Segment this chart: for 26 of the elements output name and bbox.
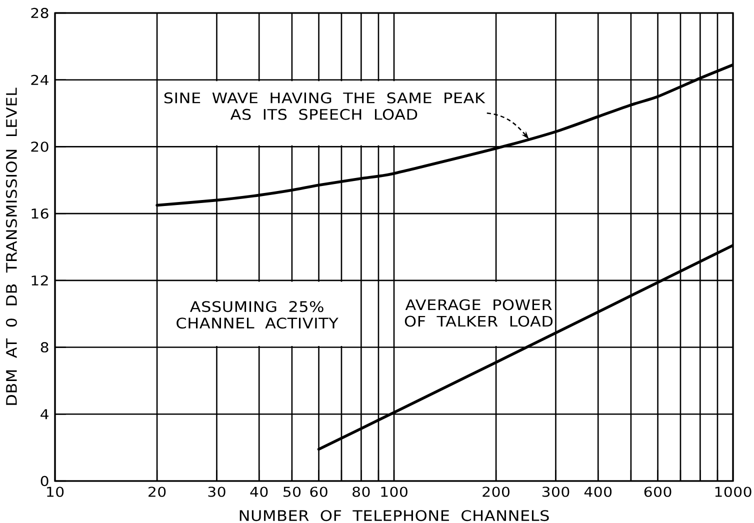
y-axis-title: DBM AT 0 DB TRANSMISSION LEVEL: [6, 88, 17, 405]
y-tick-label: 0: [40, 476, 48, 486]
y-tick-label: 12: [32, 275, 48, 286]
x-axis-title: NUMBER OF TELEPHONE CHANNELS: [240, 510, 549, 522]
x-tick-label: 50: [284, 486, 301, 497]
x-tick-label: 60: [310, 486, 328, 497]
x-tick-label: 100: [381, 486, 408, 497]
x-tick-label: 200: [482, 486, 510, 497]
y-tick-label: 4: [40, 409, 48, 420]
y-tick-label: 16: [32, 208, 48, 219]
y-tick-label: 8: [40, 342, 48, 352]
x-tick-label: 400: [584, 486, 612, 497]
y-tick-label: 20: [31, 142, 48, 152]
x-tick-label: 600: [644, 486, 672, 497]
text: SINE WAVE HAVING THE SAME PEAK AS ITS SPEECH LOAD: [164, 92, 486, 120]
x-tick-label: 30: [208, 486, 226, 497]
x-tick-label: 80: [352, 486, 370, 497]
x-tick-label: 10: [47, 486, 64, 497]
y-tick-label: 28: [31, 8, 48, 18]
y-tick-label: 24: [31, 74, 48, 85]
x-tick-label: 40: [250, 486, 268, 497]
x-tick-label: 20: [148, 486, 166, 497]
annotation: ASSUMING 25% CHANNEL ACTIVITY: [176, 301, 338, 329]
series-label: AVERAGE POWER OF TALKER LOAD: [404, 299, 553, 327]
x-tick-label: 1000: [715, 486, 752, 497]
x-tick-label: 300: [542, 486, 570, 497]
